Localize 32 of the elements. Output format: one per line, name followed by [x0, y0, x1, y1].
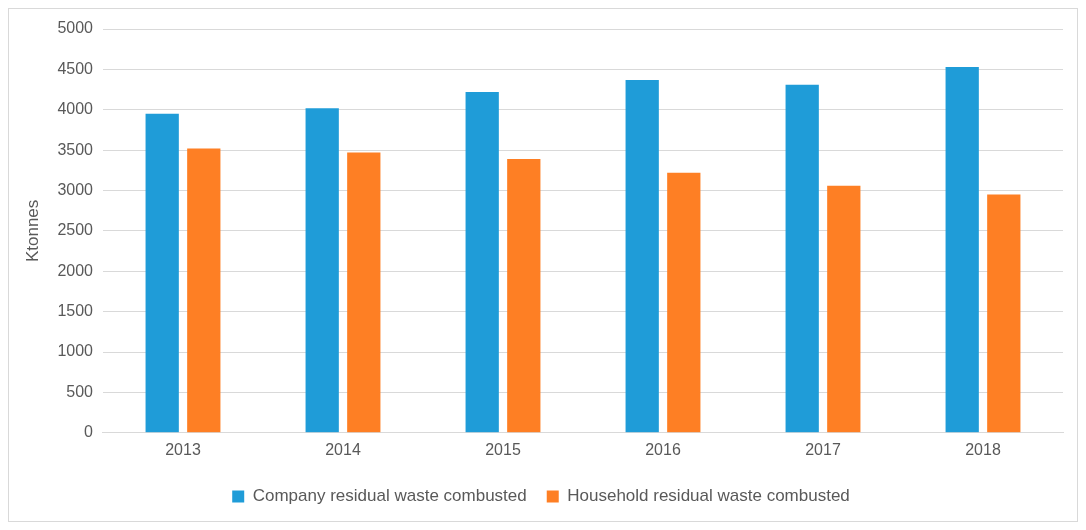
bar [187, 148, 221, 433]
x-tick-label: 2017 [805, 440, 841, 458]
y-tick-label: 5000 [57, 19, 94, 37]
y-tick-label: 1000 [57, 342, 94, 360]
bar [987, 194, 1021, 433]
bar [145, 113, 179, 433]
x-tick-label: 2013 [165, 440, 201, 458]
y-tick-label: 3000 [57, 180, 94, 198]
y-tick-label: 2500 [57, 221, 94, 239]
x-tick-label: 2016 [645, 440, 681, 458]
bar [667, 172, 701, 433]
bar [827, 185, 861, 433]
bar [507, 159, 541, 433]
y-tick-label: 2000 [57, 261, 94, 279]
y-tick-label: 1500 [57, 302, 94, 320]
y-tick-label: 3500 [57, 140, 94, 158]
bar [347, 152, 381, 433]
y-axis-title: Ktonnes [22, 199, 42, 263]
y-tick-label: 500 [66, 382, 94, 400]
x-tick-label: 2015 [485, 440, 521, 458]
bar [785, 84, 819, 433]
bar [625, 79, 659, 433]
y-tick-label: 4500 [57, 59, 94, 77]
bar [945, 66, 979, 433]
y-tick-label: 0 [84, 423, 94, 441]
bar [465, 91, 499, 433]
x-tick-label: 2018 [965, 440, 1001, 458]
bar [305, 108, 339, 433]
legend-label: Company residual waste combusted [252, 486, 527, 506]
legend-label: Household residual waste combusted [567, 486, 850, 506]
x-tick-label: 2014 [325, 440, 361, 458]
y-tick-label: 4000 [57, 100, 94, 118]
